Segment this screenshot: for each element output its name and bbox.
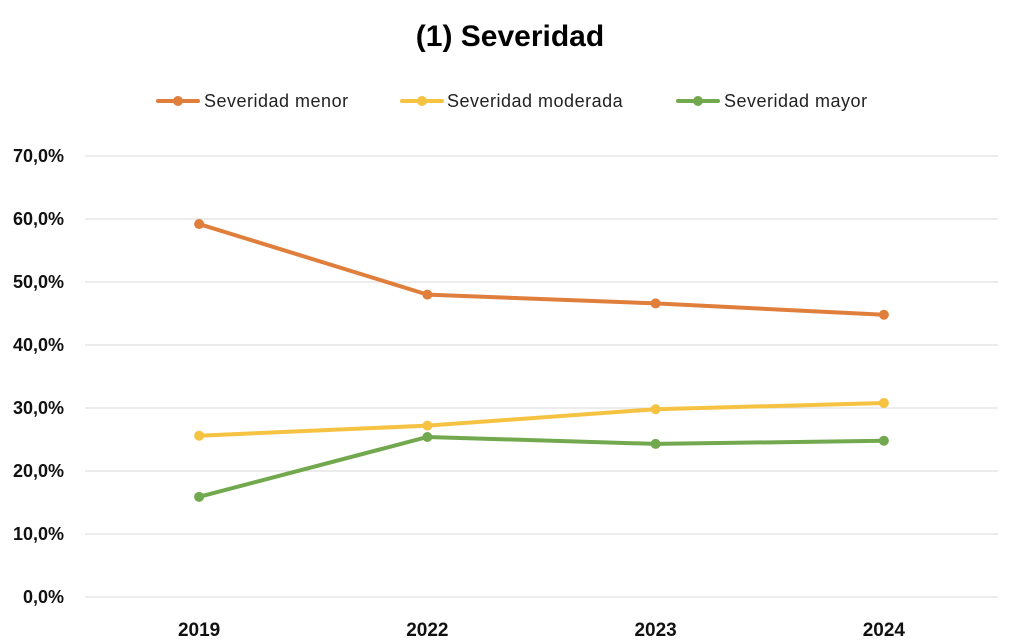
- legend: Severidad menor Severidad moderada Severid…: [156, 91, 868, 111]
- series-0: [194, 219, 889, 320]
- data-point: [650, 438, 661, 449]
- x-tick-label: 2022: [406, 620, 448, 641]
- x-tick-label: 2023: [634, 620, 676, 641]
- series-line: [197, 222, 886, 317]
- y-tick-label: 60,0%: [13, 209, 64, 229]
- series-lines: [194, 219, 889, 502]
- x-axis-ticks: 2019 2022 2023 2024: [178, 620, 905, 641]
- y-tick-label: 10,0%: [13, 524, 64, 544]
- y-tick-label: 0,0%: [23, 587, 64, 607]
- legend-label: Severidad moderada: [447, 91, 624, 111]
- x-tick-label: 2024: [863, 620, 906, 641]
- data-point: [194, 219, 205, 230]
- y-tick-label: 40,0%: [13, 335, 64, 355]
- y-tick-label: 30,0%: [13, 398, 64, 418]
- series-line: [197, 434, 886, 499]
- data-point: [650, 404, 661, 415]
- legend-item: Severidad menor: [156, 91, 349, 111]
- legend-item: Severidad moderada: [400, 91, 624, 111]
- x-tick-label: 2019: [178, 620, 220, 641]
- legend-swatch-marker: [173, 96, 183, 106]
- legend-swatch-marker: [693, 96, 703, 106]
- chart-title: (1) Severidad: [416, 20, 604, 53]
- y-axis-ticks: 0,0% 10,0% 20,0% 30,0% 40,0% 50,0% 60,0% 70,0%: [13, 146, 64, 607]
- data-point: [878, 435, 889, 446]
- data-point: [194, 491, 205, 502]
- data-point: [878, 397, 889, 408]
- gridlines: [85, 155, 998, 598]
- y-tick-label: 50,0%: [13, 272, 64, 292]
- data-point: [650, 298, 661, 309]
- data-point: [878, 309, 889, 320]
- data-point: [194, 430, 205, 441]
- data-point: [422, 420, 433, 431]
- legend-label: Severidad menor: [204, 91, 349, 111]
- data-point: [422, 431, 433, 442]
- data-point: [422, 289, 433, 300]
- y-tick-label: 20,0%: [13, 461, 64, 481]
- legend-item: Severidad mayor: [676, 91, 868, 111]
- legend-swatch-marker: [417, 96, 427, 106]
- y-tick-label: 70,0%: [13, 146, 64, 166]
- series-1: [194, 397, 889, 441]
- series-2: [194, 431, 889, 502]
- legend-label: Severidad mayor: [724, 91, 868, 111]
- series-line: [197, 400, 886, 438]
